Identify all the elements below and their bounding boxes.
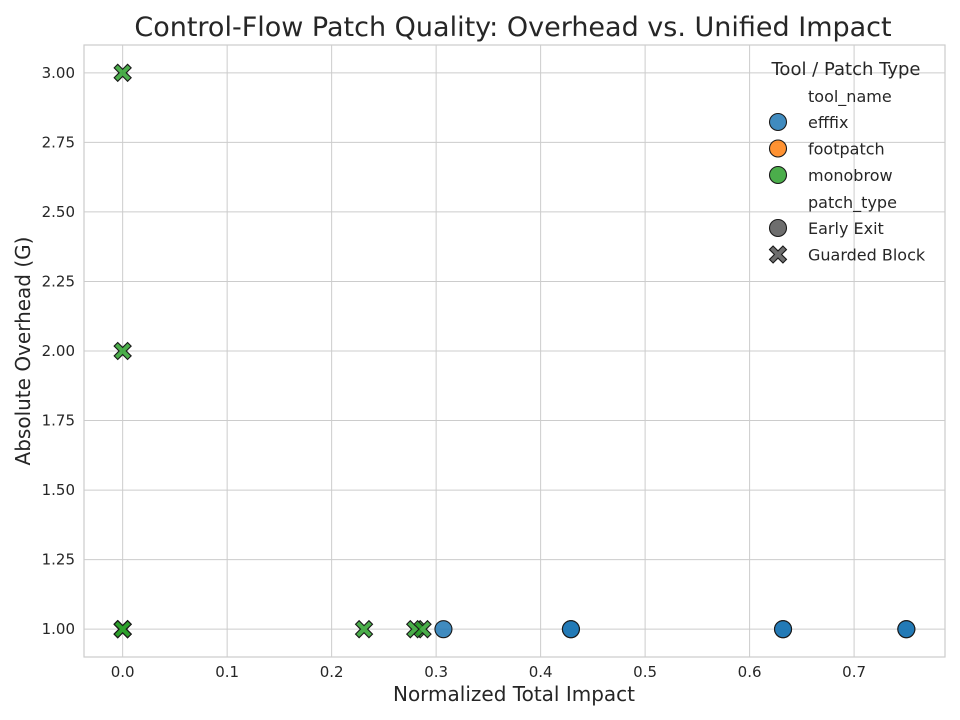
legend-style-header: patch_type bbox=[808, 193, 897, 213]
legend-marker-guarded-block bbox=[768, 245, 788, 264]
data-point-monobrow bbox=[113, 63, 132, 83]
x-tick-label: 0.0 bbox=[111, 663, 135, 681]
legend-tool-entries: efffix footpatch monobrow bbox=[768, 112, 893, 185]
x-tick-label: 0.5 bbox=[633, 663, 657, 681]
data-point-efffix bbox=[897, 620, 916, 639]
legend-hue-header: tool_name bbox=[808, 87, 892, 107]
y-tick-label: 2.75 bbox=[42, 133, 75, 151]
legend-label-guarded-block: Guarded Block bbox=[808, 246, 926, 265]
x-tick-labels: 0.0 0.1 0.2 0.3 0.4 0.5 0.6 0.7 bbox=[111, 663, 866, 681]
legend-title: Tool / Patch Type bbox=[771, 59, 921, 80]
x-tick-label: 0.2 bbox=[320, 663, 344, 681]
legend-marker-early-exit bbox=[768, 218, 788, 238]
x-tick-label: 0.4 bbox=[529, 663, 553, 681]
x-tick-label: 0.3 bbox=[424, 663, 448, 681]
data-point-monobrow bbox=[413, 619, 432, 639]
y-tick-labels: 1.00 1.25 1.50 1.75 2.00 2.25 2.50 2.75 3.00 bbox=[42, 64, 75, 638]
y-tick-label: 1.75 bbox=[42, 412, 75, 430]
x-axis-label: Normalized Total Impact bbox=[393, 682, 635, 706]
data-point-efffix bbox=[773, 620, 793, 639]
legend-marker-efffix bbox=[768, 112, 788, 132]
legend-label-monobrow: monobrow bbox=[808, 166, 893, 185]
y-tick-label: 3.00 bbox=[42, 64, 75, 82]
legend-label-efffix: efffix bbox=[808, 113, 848, 132]
y-tick-label: 1.25 bbox=[42, 551, 75, 569]
y-tick-label: 1.00 bbox=[42, 620, 75, 638]
data-point-monobrow bbox=[113, 341, 132, 361]
x-tick-label: 0.1 bbox=[215, 663, 239, 681]
data-point-efffix bbox=[561, 620, 580, 639]
legend-patch-type-entries: Early Exit Guarded Block bbox=[768, 218, 926, 265]
legend-marker-monobrow bbox=[768, 165, 788, 185]
y-tick-label: 2.50 bbox=[42, 203, 75, 221]
chart-title: Control-Flow Patch Quality: Overhead vs.… bbox=[134, 12, 891, 43]
legend: Tool / Patch Type tool_name efffix footpa… bbox=[768, 59, 926, 265]
y-tick-label: 1.50 bbox=[42, 481, 75, 499]
legend-marker-footpatch bbox=[768, 139, 788, 158]
data-points bbox=[113, 63, 916, 639]
x-tick-label: 0.7 bbox=[842, 663, 866, 681]
data-point-monobrow bbox=[354, 619, 374, 639]
y-tick-label: 2.00 bbox=[42, 342, 75, 360]
legend-label-footpatch: footpatch bbox=[808, 140, 885, 159]
y-tick-label: 2.25 bbox=[42, 272, 75, 290]
data-point-efffix bbox=[434, 620, 453, 639]
data-point-monobrow bbox=[113, 619, 132, 639]
legend-label-early-exit: Early Exit bbox=[808, 219, 884, 238]
y-gridlines bbox=[84, 72, 945, 630]
y-axis-label: Absolute Overhead (G) bbox=[11, 237, 35, 466]
plot-frame bbox=[83, 44, 946, 658]
x-tick-label: 0.6 bbox=[738, 663, 762, 681]
